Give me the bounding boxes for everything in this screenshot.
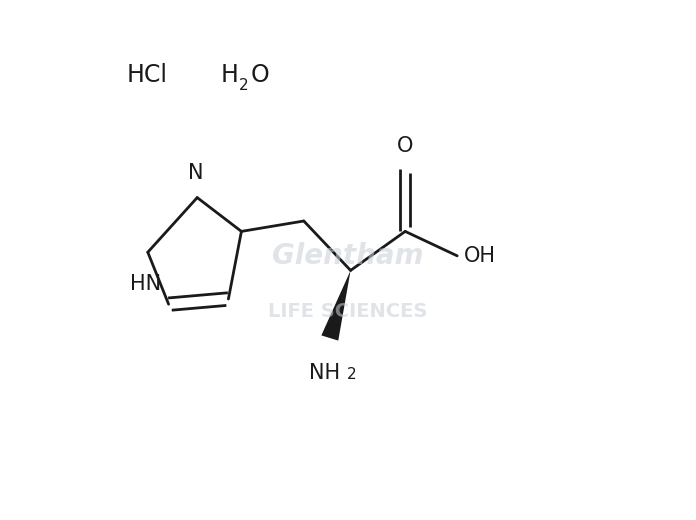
- Text: O: O: [251, 63, 269, 87]
- Polygon shape: [322, 270, 351, 341]
- Text: HCl: HCl: [127, 63, 168, 87]
- Text: Glentham: Glentham: [272, 242, 424, 270]
- Text: O: O: [397, 136, 413, 156]
- Text: 2: 2: [347, 367, 356, 382]
- Text: H: H: [221, 63, 239, 87]
- Text: HN: HN: [129, 274, 161, 294]
- Text: LIFE SCIENCES: LIFE SCIENCES: [269, 302, 427, 321]
- Text: OH: OH: [464, 246, 496, 266]
- Text: N: N: [189, 163, 204, 183]
- Text: 2: 2: [239, 79, 248, 93]
- Text: NH: NH: [309, 363, 340, 383]
